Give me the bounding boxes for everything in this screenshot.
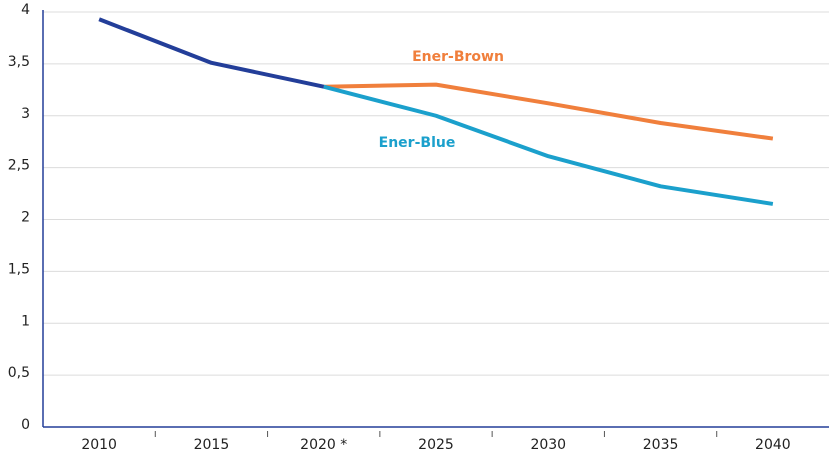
series-line (323, 82, 774, 141)
y-tick-label: 1,5 (8, 261, 30, 277)
y-tick-label: 3,5 (8, 54, 30, 70)
x-tick-label: 2035 (643, 437, 679, 453)
x-tick-label: 2025 (418, 437, 454, 453)
x-tick-label: 2010 (81, 437, 117, 453)
series-label: Ener-Brown (412, 49, 504, 65)
series-line (98, 17, 325, 89)
y-tick-label: 1 (21, 313, 30, 329)
series-label: Ener-Blue (379, 135, 456, 151)
y-tick-label: 4 (21, 2, 30, 18)
y-tick-label: 2 (21, 210, 30, 226)
x-tick-label: 2015 (194, 437, 230, 453)
y-tick-label: 2,5 (8, 158, 30, 174)
x-tick-label: 2020 * (300, 437, 347, 453)
x-tick-label: 2040 (755, 437, 791, 453)
y-tick-label: 3 (21, 106, 30, 122)
series-line (323, 84, 774, 206)
x-tick-label: 2030 (530, 437, 566, 453)
y-tick-label: 0,5 (8, 365, 30, 381)
y-tick-label: 0 (21, 417, 30, 433)
